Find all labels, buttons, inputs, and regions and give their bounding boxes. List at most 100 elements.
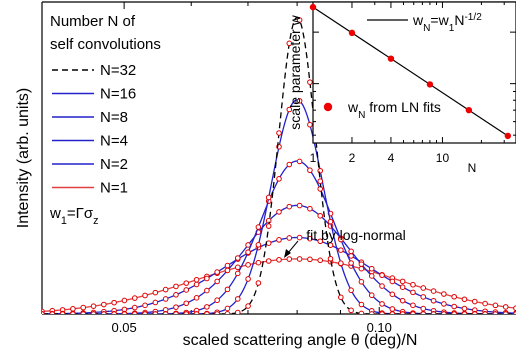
fit-marker-N=16 (327, 218, 334, 225)
fit-marker-N=8 (286, 161, 293, 168)
fit-marker-N=2 (368, 265, 375, 272)
legend-entry-N=8: N=8 (100, 109, 128, 126)
fit-marker-N=16 (338, 260, 344, 267)
fit-marker-N=8 (348, 260, 354, 266)
fit-marker-N=1 (461, 296, 468, 303)
fit-marker-N=2 (430, 297, 437, 304)
fit-marker-N=1 (121, 297, 128, 304)
legend-title-line2: self convolutions (50, 36, 161, 53)
fit-marker-N=1 (162, 286, 169, 293)
fit-marker-N=32 (193, 311, 200, 314)
fit-marker-N=32 (296, 17, 303, 23)
fit-marker-N=16 (317, 167, 324, 174)
x-tick-label: 0.10 (367, 320, 392, 335)
fit-marker-N=32 (368, 311, 375, 314)
fit-marker-N=4 (379, 283, 385, 289)
inset-x-axis-label: N (468, 161, 477, 175)
fit-marker-N=32 (121, 311, 128, 314)
fit-marker-N=32 (255, 280, 262, 286)
fit-marker-N=2 (286, 235, 293, 241)
fit-marker-N=8 (389, 306, 396, 312)
fit-marker-N=1 (111, 299, 117, 306)
fit-marker-N=32 (111, 311, 117, 314)
fit-marker-N=32 (162, 311, 169, 314)
fit-marker-N=1 (492, 302, 499, 309)
fit-marker-N=1 (420, 285, 427, 291)
fit-marker-N=4 (420, 305, 427, 312)
inset-point-N1 (309, 3, 317, 11)
fit-marker-N=32 (430, 311, 437, 314)
fit-marker-N=32 (286, 40, 293, 47)
fit-marker-N=32 (461, 311, 468, 314)
fit-marker-N=32 (420, 311, 427, 314)
fit-marker-N=32 (482, 311, 488, 314)
fit-marker-N=1 (245, 262, 251, 268)
fit-marker-N=1 (317, 257, 324, 264)
inset-point-N2 (348, 29, 356, 37)
fit-marker-N=2 (214, 269, 220, 275)
fit-marker-N=2 (461, 305, 468, 312)
fit-marker-N=8 (204, 304, 210, 310)
fit-marker-N=1 (286, 256, 293, 262)
fit-marker-N=8 (255, 224, 262, 230)
fit-marker-N=16 (286, 106, 293, 113)
fit-marker-N=1 (276, 256, 282, 263)
fit-marker-N=4 (399, 297, 406, 304)
fit-marker-N=8 (379, 301, 385, 307)
fit-marker-N=4 (358, 261, 365, 267)
fit-marker-N=1 (410, 281, 416, 288)
annotation-arrowhead (284, 249, 291, 258)
x-tick-label: 0.05 (111, 320, 136, 335)
fit-marker-N=8 (224, 286, 231, 293)
fit-marker-N=1 (441, 291, 447, 297)
fit-marker-N=4 (245, 242, 251, 248)
fit-marker-N=1 (131, 295, 138, 301)
inset-fit-line (312, 6, 509, 137)
y-axis-label: Intensity (arb. units) (15, 88, 32, 229)
fit-marker-N=8 (307, 167, 313, 174)
fit-marker-N=2 (142, 302, 148, 309)
fit-marker-N=4 (368, 273, 375, 279)
fit-marker-N=1 (307, 256, 313, 263)
fit-marker-N=32 (265, 223, 272, 229)
fit-marker-N=16 (224, 305, 231, 312)
fit-marker-N=32 (49, 311, 56, 314)
fit-marker-N=32 (348, 307, 354, 314)
fit-marker-N=32 (379, 311, 385, 314)
fit-marker-N=4 (224, 267, 231, 274)
fit-marker-N=1 (183, 280, 190, 286)
fit-marker-N=8 (214, 297, 220, 304)
fit-marker-N=1 (142, 292, 148, 299)
fit-marker-N=16 (296, 98, 303, 104)
fit-marker-N=2 (131, 304, 138, 311)
legend-title-line1: Number N of (50, 13, 136, 30)
inset-legend-marker-swatch (323, 102, 333, 112)
fit-marker-N=32 (327, 255, 334, 262)
fit-marker-N=32 (358, 310, 365, 314)
fit-marker-N=4 (389, 291, 396, 298)
legend-entry-N=4: N=4 (100, 133, 128, 150)
fit-marker-N=32 (142, 311, 148, 314)
legend-entry-N=1: N=1 (100, 180, 128, 197)
fit-marker-N=1 (502, 304, 509, 310)
fit-marker-N=4 (410, 302, 416, 309)
fit-marker-N=32 (234, 309, 241, 314)
fit-marker-N=8 (358, 279, 365, 285)
fit-marker-N=32 (502, 311, 509, 314)
fit-marker-N=32 (492, 311, 499, 314)
fit-marker-N=2 (338, 247, 344, 253)
fit-marker-N=2 (420, 294, 427, 300)
inset-x-tick-label: 4 (388, 151, 395, 165)
fit-marker-N=32 (513, 311, 516, 314)
fit-marker-N=2 (379, 272, 385, 279)
fit-marker-N=2 (276, 237, 282, 243)
fit-marker-N=4 (317, 212, 324, 219)
main-legend: Number N of self convolutions N=32 N=16 N=8 N… (49, 13, 161, 227)
fit-marker-N=32 (399, 311, 406, 314)
fit-marker-N=1 (296, 256, 303, 262)
fit-marker-N=16 (234, 296, 241, 302)
fit-marker-N=2 (265, 240, 272, 246)
fit-marker-N=8 (296, 158, 303, 165)
